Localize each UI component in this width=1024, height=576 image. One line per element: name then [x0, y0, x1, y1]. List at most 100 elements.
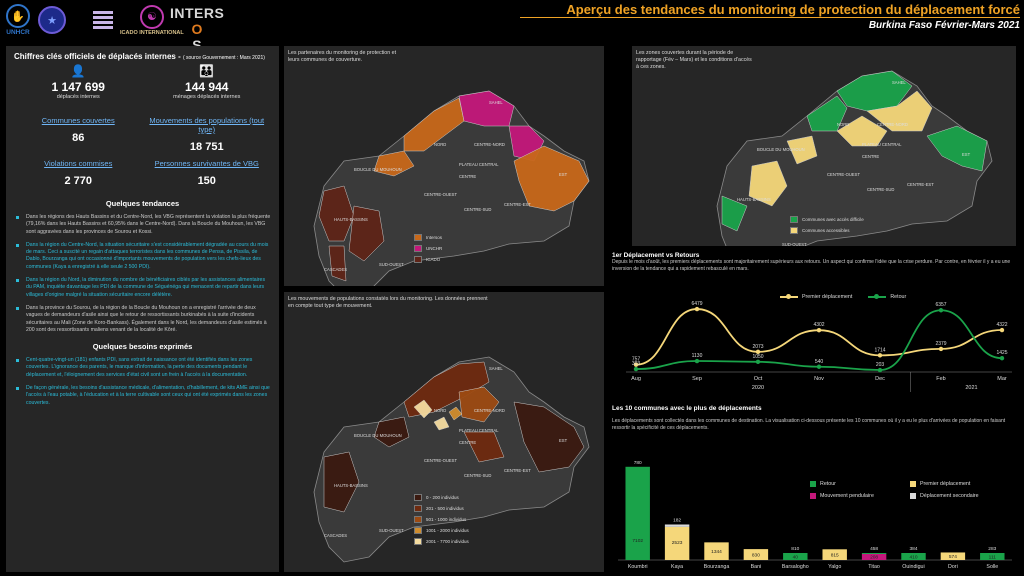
bar-top-label: 384 [909, 546, 917, 552]
x-tick-label: Ouindigui [902, 564, 924, 570]
legend-label: 0 - 200 individus [426, 495, 459, 500]
bar-segment [861, 553, 887, 554]
data-label: 757 [632, 357, 641, 363]
x-tick-label: Yalgo [828, 564, 841, 570]
commune-area [836, 115, 888, 147]
x-tick-label: Feb [936, 376, 945, 382]
x-tick-label: Aug [631, 376, 641, 382]
needs-title: Quelques besoins exprimés [92, 342, 193, 352]
intersos-logo: INTERS O S [170, 5, 225, 53]
displaced-value: 1 147 699 [51, 80, 105, 94]
page-title: Aperçu des tendances du monitoring de pr… [566, 2, 1020, 17]
trend-item: Dans la région du Nord, la diminution du… [14, 277, 271, 299]
bar-segment [664, 526, 690, 560]
bar-segment [822, 549, 847, 560]
bar-value-label: 815 [831, 553, 839, 559]
displaced-label: déplacés internes [56, 94, 100, 100]
x-tick-label: Kaya [671, 564, 683, 570]
region-label: BOUCLE DU MOUHOUN [354, 433, 402, 438]
coverage-map-legend: Intersos UNCHR ICADO [414, 234, 442, 267]
legend-label: Communes accessibles [802, 228, 850, 233]
legend-item: 2001 - 7700 individus [414, 538, 469, 545]
movements-map-panel: Les mouvements de populations constatés … [284, 292, 604, 572]
legend-label: Mouvement pendulaire [820, 493, 874, 499]
data-point [755, 349, 761, 355]
access-map-panel: Les zones couvertes durant la période de… [632, 46, 1016, 246]
legend-item: UNCHR [414, 245, 442, 252]
data-label: 1050 [752, 354, 763, 360]
trend-item: Dans la région du Centre-Nord, la situat… [14, 242, 271, 271]
region-label: CENTRE-NORD [877, 122, 908, 127]
commune-area [373, 416, 410, 448]
page-subtitle: Burkina Faso Février-Mars 2021 [868, 20, 1020, 31]
legend-label: 201 - 500 individus [426, 506, 464, 511]
legend-swatch [414, 245, 422, 252]
bar-segment [664, 524, 690, 527]
x-tick-label: Bani [751, 564, 762, 570]
trend-item: Dans la province du Sourou, de la région… [14, 305, 271, 334]
line-chart-description: Depuis le mois d'août, les premiers dépl… [612, 259, 1011, 272]
legend-item: Communes avec accès difficile [790, 216, 864, 223]
kpi-label: Mouvements des populations (tout type) [149, 116, 265, 134]
region-label: EST [559, 438, 568, 443]
partner-logo-3 [93, 3, 113, 37]
legend-item: Déplacement secondaire [910, 493, 1020, 499]
legend-item: Premier déplacement [910, 481, 1020, 487]
bar-value-label: 830 [752, 553, 760, 559]
region-label: CASCADES [324, 267, 347, 272]
data-label: 540 [815, 359, 824, 365]
commune-area [806, 95, 848, 132]
bar-top-label: 283 [988, 546, 996, 552]
key-figures-panel: Chiffres clés officiels de déplacés inte… [6, 46, 279, 572]
kpi-vbg-survivors: Personnes survivantes de VBG 150 [143, 159, 272, 187]
data-point [633, 362, 639, 367]
legend-swatch [910, 493, 916, 499]
legend-label: 1001 - 2000 individus [426, 528, 469, 533]
region-label: EST [962, 152, 971, 157]
commune-area [403, 97, 465, 152]
legend-swatch [414, 527, 422, 534]
kpi-label: Personnes survivantes de VBG [154, 159, 259, 168]
bar-segment [940, 552, 966, 560]
bar-segment [783, 553, 808, 560]
unhcr-logo-text: UNHCR [6, 29, 30, 36]
commune-area [866, 90, 933, 132]
kpi-movements: Mouvements des populations (tout type) 1… [143, 116, 272, 153]
trend-item: Dans les régions des Hauts Bassins et du… [14, 214, 271, 236]
region-label: NORD [434, 142, 446, 147]
x-tick-label: Mar [997, 376, 1007, 382]
region-label: NORD [434, 408, 446, 413]
commune-area [463, 431, 505, 463]
legend-swatch [414, 256, 422, 263]
access-map-legend: Communes avec accès difficile Communes ac… [790, 216, 864, 238]
bar-value-label: 574 [949, 554, 957, 560]
movements-map: SAHEL NORD BOUCLE DU MOUHOUN CENTRE-NORD PLA… [313, 356, 590, 563]
commune-area [513, 401, 585, 473]
region-label: CENTRE-OUEST [424, 192, 457, 197]
movements-map-caption: Les mouvements de populations constatés … [288, 296, 488, 309]
x-tick-label: Oct [754, 376, 763, 382]
region-label: CENTRE [862, 154, 879, 159]
bar-segment [743, 549, 769, 560]
region-label: SUD-OUEST [782, 242, 807, 246]
region-label: CENTRE-OUEST [827, 172, 860, 177]
legend-item: 0 - 200 individus [414, 494, 469, 501]
movements-map-legend: 0 - 200 individus 201 - 500 individus 501 … [414, 494, 469, 549]
partner-logo-2: ★ [38, 3, 66, 37]
data-label: 4322 [996, 322, 1007, 328]
bar-chart-panel: Les 10 communes avec le plus de déplacem… [612, 405, 1016, 575]
icado-logo-text: ICADO INTERNATIONAL [120, 29, 184, 36]
households-value: 144 944 [185, 80, 229, 94]
legend-swatch [790, 216, 798, 223]
kpi-value: 86 [72, 132, 85, 144]
region-label: CENTRE-EST [504, 202, 531, 207]
legend-label: Déplacement secondaire [920, 493, 979, 499]
region-label: CENTRE-SUD [867, 187, 894, 192]
commune-area [328, 245, 347, 282]
legend-retour: Retour [868, 294, 906, 300]
kpi-violations: Violations commises 2 770 [14, 159, 143, 187]
bar-value-label: 2523 [672, 540, 683, 546]
legend-item: Intersos [414, 234, 442, 241]
data-point [938, 308, 944, 313]
hands-emblem-icon: ☯ [139, 4, 164, 29]
